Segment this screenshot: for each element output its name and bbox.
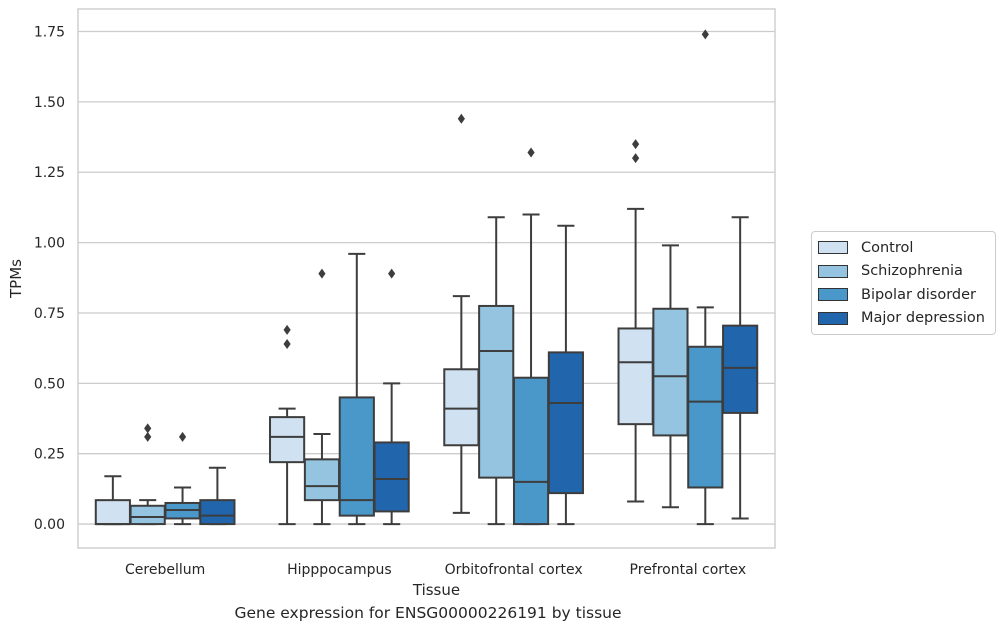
y-tick-label: 1.75 (34, 25, 65, 41)
box-bipolar-disorder (512, 147, 550, 526)
x-tick-label: Orbitofrontal cortex (445, 562, 583, 578)
x-axis-label: Tissue (412, 581, 460, 599)
y-tick-label: 0.75 (34, 306, 65, 322)
legend-swatch (818, 288, 848, 302)
box-iqr (547, 351, 584, 495)
legend-item: Major depression (812, 307, 995, 331)
outlier-point (632, 139, 640, 150)
x-tick-label: Prefrontal cortex (630, 562, 747, 578)
x-tick-label: Cerebellum (125, 562, 205, 578)
outlier-point (283, 324, 291, 335)
legend-item: Control (812, 236, 995, 260)
legend-label: Bipolar disorder (861, 286, 976, 303)
outlier-point (178, 431, 187, 442)
box-layer (94, 29, 759, 526)
box-iqr (443, 368, 480, 447)
legend-swatch (818, 264, 848, 278)
outlier-point (701, 29, 709, 40)
legend-item: Bipolar disorder (812, 283, 995, 307)
box-iqr (303, 458, 341, 502)
box-iqr (269, 416, 306, 464)
y-tick-label: 1.25 (34, 165, 65, 181)
y-tick-label: 0.50 (34, 376, 65, 392)
box-schizophrenia (478, 216, 515, 526)
box-iqr (129, 504, 166, 526)
box-bipolar-disorder (687, 29, 724, 526)
box-iqr (373, 441, 410, 513)
outlier-point (457, 113, 465, 124)
outlier-point (283, 338, 291, 349)
box-major-depression (199, 466, 236, 526)
x-tick-labels: Cerebellum Hipppocampus Orbitofrontal cort… (125, 562, 746, 578)
box-schizophrenia (303, 268, 341, 526)
outlier-point (632, 153, 640, 164)
outlier-point (388, 268, 396, 279)
box-bipolar-disorder (164, 431, 201, 526)
box-iqr (687, 345, 724, 489)
outlier-point (144, 431, 152, 442)
box-control (269, 324, 306, 526)
box-iqr (94, 499, 131, 526)
box-schizophrenia (129, 423, 166, 526)
grid-layer (78, 30, 775, 525)
outlier-point (144, 423, 152, 434)
legend-label: Control (861, 239, 914, 256)
legend: Control Schizophrenia Bipolar disorder Majo… (811, 231, 996, 335)
y-tick-label: 1.00 (34, 236, 65, 252)
outlier-point (318, 268, 326, 279)
box-iqr (512, 376, 550, 526)
legend-item: Schizophrenia (812, 260, 995, 284)
box-major-depression (373, 268, 410, 526)
legend-label: Major depression (861, 310, 985, 327)
box-bipolar-disorder (338, 252, 375, 526)
legend-swatch (818, 311, 848, 325)
y-tick-label: 1.50 (34, 95, 65, 111)
outlier-point (527, 147, 535, 158)
box-iqr (652, 307, 689, 437)
chart-title: Gene expression for ENSG00000226191 by t… (234, 604, 622, 622)
legend-swatch (818, 241, 848, 255)
box-major-depression (547, 224, 584, 526)
box-major-depression (722, 216, 759, 520)
box-schizophrenia (652, 244, 689, 509)
box-iqr (199, 499, 236, 526)
legend-label: Schizophrenia (861, 263, 963, 280)
box-control (617, 139, 654, 503)
box-iqr (478, 304, 515, 479)
y-tick-label: 0.25 (34, 447, 65, 463)
y-tick-labels: 0.00 0.25 0.50 0.75 1.00 1.25 1.50 1.75 (34, 25, 65, 534)
y-axis-label: TPMs (7, 259, 25, 299)
x-tick-label: Hipppocampus (287, 562, 392, 578)
box-iqr (338, 396, 375, 517)
box-iqr (617, 327, 654, 426)
box-iqr (722, 324, 759, 414)
box-control (94, 475, 131, 526)
plot-frame (77, 8, 776, 549)
y-tick-label: 0.00 (34, 517, 65, 533)
